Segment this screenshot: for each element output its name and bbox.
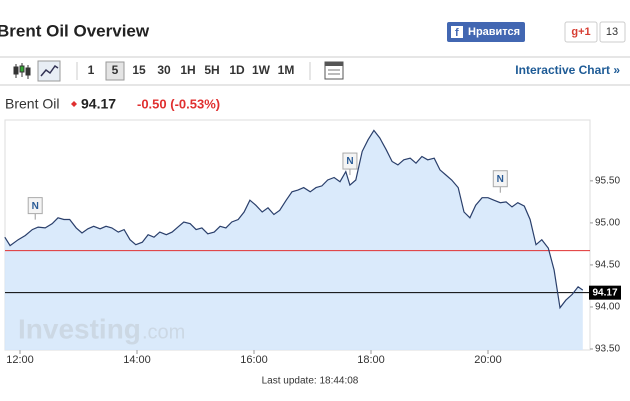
like-bg [447,22,525,42]
timeframe[interactable]: 30 [157,63,171,77]
timeframe[interactable]: 1 [88,63,95,77]
news-marker [492,170,508,188]
timeframe[interactable]: 1M [278,63,295,77]
timeframe[interactable]: 15 [132,63,146,77]
x-tick-label: 12:00 [6,354,34,366]
icon-part [325,62,343,66]
y-tick-label: 95.00 [595,218,620,229]
timeframe[interactable]: 1D [229,63,245,77]
icon-part [40,64,59,77]
gplus-count-bg [599,21,626,43]
interactive-link[interactable]: Interactive Chart » [515,63,620,77]
news-label: N [346,156,353,167]
timeframe[interactable]: 5H [204,63,219,77]
x-tick-label: 18:00 [357,354,385,366]
like-button[interactable]: f Нравится [447,22,525,42]
quote-change: -0.50 (-0.53%) [137,96,220,111]
news-label: N [497,174,504,185]
watermark-brand: Investing [18,313,141,344]
news-marker [342,152,358,170]
gplus-bg [564,21,598,43]
like-label: Нравится [468,26,520,38]
last-update: Last update: 18:44:08 [262,376,359,387]
gplus-count: 13 [606,26,618,38]
icon-part [25,67,31,76]
icon-part [13,66,19,75]
title: Brent Oil Overview [0,21,150,40]
icon-part [19,65,25,73]
watermark-domain: .com [142,321,185,343]
x-tick-label: 20:00 [474,354,502,366]
quote-name: Brent Oil [5,96,59,112]
x-tick-label: 14:00 [123,354,151,366]
price-label-bg [589,285,621,300]
fb-icon [451,26,463,38]
timeframe[interactable]: 5 [112,63,119,77]
timeframe[interactable]: 1H [180,63,195,77]
line [4,129,584,310]
y-tick-label: 93.50 [595,344,620,355]
y-tick-label: 94.50 [595,260,620,271]
gplus-label: g+1 [571,26,590,38]
fb-f: f [455,27,459,39]
y-tick-label: 95.50 [595,175,620,186]
news-marker [27,197,43,215]
x-tick-label: 16:00 [240,354,268,366]
y-tick-label: 94.00 [595,302,620,313]
news-label: N [32,201,39,212]
quote-price: 94.17 [81,96,116,112]
price-label: 94.17 [592,287,617,298]
settings-icon[interactable] [324,61,344,80]
line-icon[interactable] [37,60,61,82]
timeframe-selected [105,61,125,81]
area [4,130,583,350]
candle-icon[interactable] [13,63,31,79]
icon-part [37,60,61,82]
timeframe[interactable]: 1W [252,63,271,77]
gplus-button[interactable]: g+1 13 [564,21,626,43]
down-marker [71,101,77,107]
